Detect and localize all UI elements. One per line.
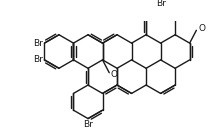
Text: Br: Br	[156, 0, 166, 8]
Text: O: O	[111, 70, 118, 79]
Text: Br: Br	[83, 120, 93, 129]
Text: O: O	[198, 24, 205, 33]
Text: Br: Br	[33, 55, 43, 64]
Text: Br: Br	[33, 39, 43, 48]
